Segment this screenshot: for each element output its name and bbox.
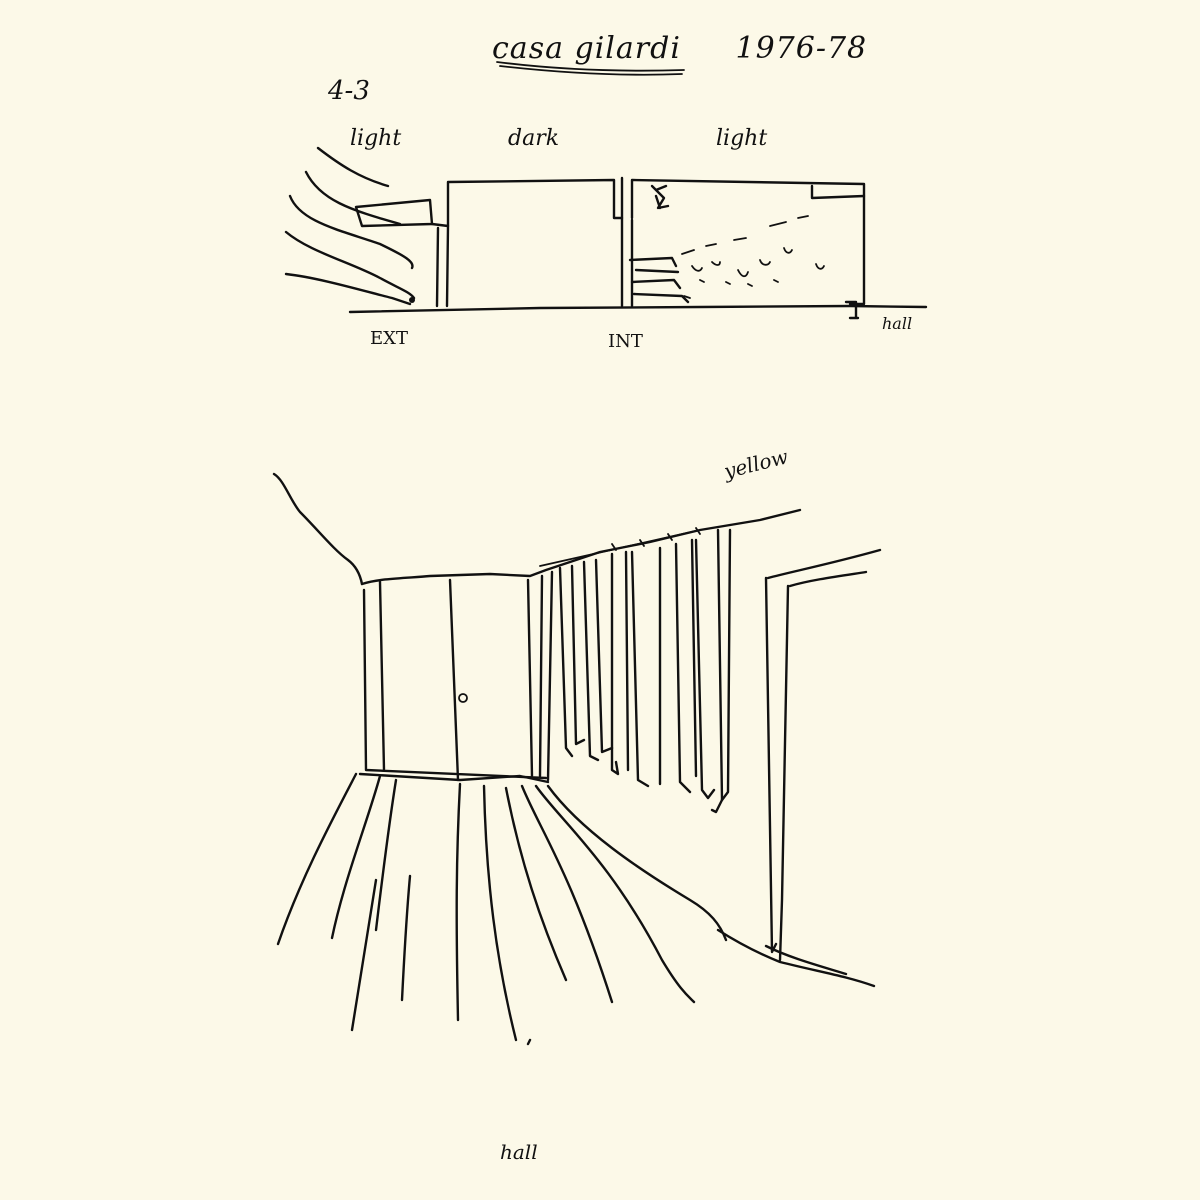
ceiling-line-2	[539, 527, 701, 567]
light-ray	[284, 230, 416, 300]
pool-column	[650, 184, 670, 210]
light-ray	[316, 146, 390, 188]
sheet-title: casa gilardi 1976-78	[492, 34, 867, 64]
light-ray	[284, 272, 412, 306]
entry-wall	[430, 222, 450, 308]
label-hall-section: hall	[882, 314, 913, 333]
title-years: 1976-78	[735, 31, 868, 66]
left-wall-edge	[272, 472, 364, 586]
sheet-number: 4-3	[328, 76, 370, 106]
title-text: casa gilardi	[492, 31, 681, 66]
section-drawing	[284, 146, 928, 320]
light-ray	[304, 170, 402, 226]
title-underline	[496, 61, 685, 76]
pool-stairs	[628, 256, 690, 304]
ground-line	[348, 304, 928, 314]
water-marks	[681, 215, 825, 299]
label-interior: INT	[608, 331, 643, 352]
dark-volume	[446, 178, 624, 228]
ceiling-step	[810, 184, 866, 200]
label-exterior: EXT	[370, 328, 408, 349]
column-grid	[538, 528, 732, 814]
right-wall-top	[766, 548, 882, 588]
back-opening	[362, 578, 548, 782]
label-light-right: light	[716, 126, 768, 151]
label-light-left: light	[350, 126, 402, 151]
label-hall-perspective: hall	[500, 1140, 538, 1164]
skylight-slot	[620, 176, 634, 308]
perspective-drawing	[272, 472, 882, 1046]
light-ray	[288, 194, 414, 270]
ceiling-line	[360, 508, 802, 586]
right-footing	[844, 300, 860, 320]
right-wall	[764, 576, 790, 962]
label-dark: dark	[508, 126, 560, 151]
door-knob	[458, 693, 468, 703]
floor-rays	[276, 772, 876, 1046]
floor-line	[358, 772, 550, 784]
ray-point	[409, 297, 415, 303]
light-volume	[630, 178, 866, 306]
